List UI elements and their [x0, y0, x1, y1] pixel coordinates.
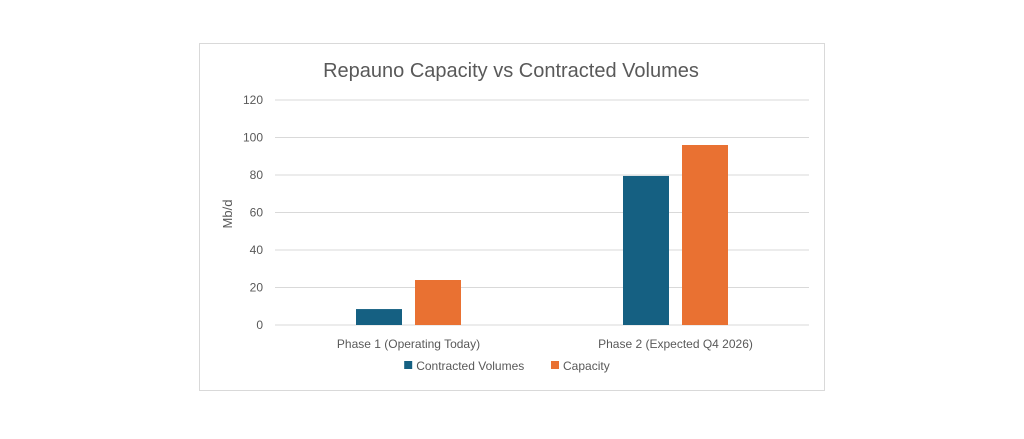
- x-axis-categories: Phase 1 (Operating Today) Phase 2 (Expect…: [337, 337, 753, 351]
- bar-capacity: [682, 145, 728, 325]
- y-tick-label: 0: [256, 318, 263, 332]
- x-category-label: Phase 2 (Expected Q4 2026): [598, 337, 753, 351]
- chart-frame: Repauno Capacity vs Contracted Volumes M…: [199, 43, 825, 391]
- y-tick-label: 60: [250, 206, 264, 220]
- chart-title: Repauno Capacity vs Contracted Volumes: [323, 60, 699, 82]
- x-category-label: Phase 1 (Operating Today): [337, 337, 480, 351]
- y-axis-ticks: 0 20 40 60 80 100 120: [243, 93, 263, 332]
- legend-swatch: [404, 361, 413, 369]
- y-tick-label: 20: [250, 281, 264, 295]
- y-axis-title: Mb/d: [220, 200, 235, 229]
- gridlines: [275, 99, 809, 326]
- y-tick-label: 80: [250, 168, 264, 182]
- y-tick-label: 100: [243, 131, 263, 145]
- chart-svg: Repauno Capacity vs Contracted Volumes M…: [220, 60, 809, 373]
- legend-label: Capacity: [563, 359, 610, 373]
- y-tick-label: 40: [250, 243, 264, 257]
- bar-contracted-volumes: [623, 175, 669, 325]
- legend-label: Contracted Volumes: [416, 359, 524, 373]
- legend-swatch: [551, 361, 559, 369]
- bar-contracted-volumes: [356, 309, 402, 325]
- legend: Contracted Volumes Capacity: [404, 359, 610, 373]
- bars: [356, 145, 728, 325]
- bar-capacity: [415, 280, 461, 325]
- y-tick-label: 120: [243, 93, 263, 107]
